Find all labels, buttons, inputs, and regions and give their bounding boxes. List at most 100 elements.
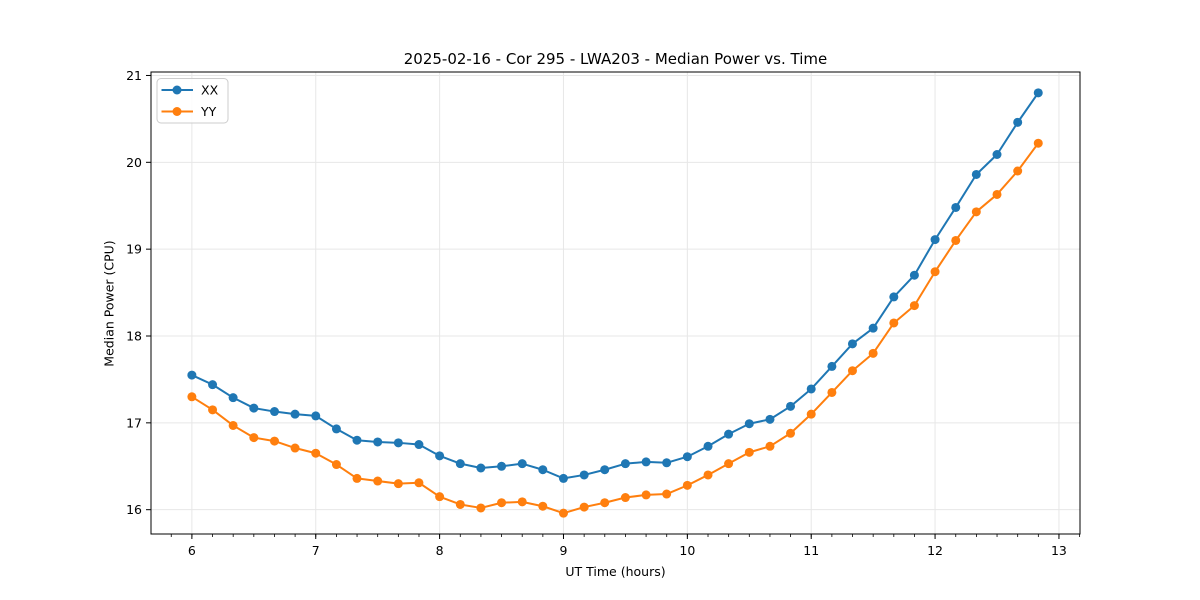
data-point-YY [476, 503, 486, 513]
data-point-XX [765, 414, 775, 424]
data-point-XX [455, 459, 465, 469]
grid [151, 72, 1080, 534]
x-axis: 6 7 8 9 10 11 12 13 [170, 534, 1081, 558]
legend-label: XX [201, 83, 219, 98]
data-point-XX [641, 457, 651, 467]
data-point-YY [992, 189, 1002, 199]
data-point-XX [269, 407, 279, 417]
data-point-YY [682, 480, 692, 490]
data-point-YY [579, 502, 589, 512]
data-point-YY [1033, 138, 1043, 148]
data-point-YY [662, 489, 672, 499]
x-tick-label: 6 [188, 543, 196, 558]
data-point-YY [538, 501, 548, 511]
y-axis-label: Median Power (CPU) [101, 240, 117, 367]
data-point-XX [806, 384, 816, 394]
data-point-XX [579, 470, 589, 480]
y-tick-label: 16 [126, 502, 142, 517]
data-point-XX [538, 465, 548, 475]
data-point-XX [889, 292, 899, 302]
data-point-YY [703, 470, 713, 480]
data-point-XX [827, 361, 837, 371]
data-point-XX [724, 429, 734, 439]
y-tick-label: 17 [126, 415, 142, 430]
data-point-YY [290, 443, 300, 453]
data-point-YY [827, 387, 837, 397]
x-tick-label: 7 [312, 543, 320, 558]
data-point-YY [497, 498, 507, 508]
legend: XX YY [156, 78, 229, 124]
data-point-YY [765, 441, 775, 451]
data-point-XX [1033, 88, 1043, 98]
data-point-YY [724, 459, 734, 469]
x-tick-label: 13 [1051, 543, 1067, 558]
data-point-XX [951, 202, 961, 212]
data-point-XX [662, 458, 672, 468]
data-point-XX [682, 452, 692, 462]
y-tick-label: 18 [126, 329, 142, 344]
series-line-YY [191, 142, 1040, 515]
series-line-XX [191, 92, 1040, 480]
data-point-XX [558, 473, 568, 483]
data-point-XX [311, 411, 321, 421]
series-XX [187, 88, 1043, 483]
data-point-YY [600, 498, 610, 508]
data-point-YY [269, 436, 279, 446]
data-point-YY [806, 409, 816, 419]
x-tick-label: 8 [436, 543, 444, 558]
data-point-YY [208, 405, 218, 415]
data-point-XX [1013, 117, 1023, 127]
data-point-YY [558, 508, 568, 518]
data-point-YY [951, 235, 961, 245]
y-tick-label: 19 [126, 242, 142, 257]
data-point-YY [889, 318, 899, 328]
legend-item-YY: YY [161, 104, 217, 119]
data-point-XX [868, 323, 878, 333]
data-point-YY [352, 473, 362, 483]
y-axis: 16 17 18 19 20 21 [126, 68, 151, 517]
data-point-XX [228, 393, 238, 403]
y-tick-label: 21 [126, 68, 142, 83]
data-point-YY [373, 476, 383, 486]
data-point-YY [930, 267, 940, 277]
data-point-XX [930, 235, 940, 245]
data-point-XX [373, 437, 383, 447]
data-point-XX [331, 424, 341, 434]
data-point-XX [992, 150, 1002, 159]
data-point-YY [187, 392, 197, 402]
data-point-XX [187, 370, 197, 380]
data-point-XX [435, 451, 445, 461]
data-point-YY [641, 490, 651, 500]
data-point-XX [847, 339, 857, 349]
data-point-XX [517, 459, 527, 469]
data-point-XX [703, 441, 713, 451]
x-tick-label: 9 [559, 543, 567, 558]
data-point-YY [393, 479, 403, 489]
data-point-XX [290, 409, 300, 419]
data-point-XX [497, 461, 507, 471]
data-point-YY [249, 433, 259, 443]
x-tick-label: 12 [927, 543, 943, 558]
legend-marker [172, 107, 182, 116]
data-point-XX [909, 270, 919, 280]
data-point-YY [971, 207, 981, 217]
data-point-XX [786, 401, 796, 411]
data-point-YY [228, 420, 238, 430]
data-point-YY [1013, 166, 1023, 176]
legend-label: YY [200, 104, 217, 119]
data-point-XX [393, 438, 403, 448]
data-point-YY [517, 497, 527, 507]
data-point-YY [868, 348, 878, 358]
axes-spines [150, 71, 1081, 535]
data-point-XX [476, 463, 486, 473]
data-point-YY [435, 492, 445, 502]
legend-item-XX: XX [161, 83, 219, 98]
data-point-YY [331, 460, 341, 470]
data-point-XX [414, 440, 424, 450]
data-point-YY [909, 301, 919, 311]
x-axis-label: UT Time (hours) [565, 564, 666, 579]
chart-title: 2025-02-16 - Cor 295 - LWA203 - Median P… [403, 50, 828, 68]
data-point-XX [744, 419, 754, 429]
data-point-YY [744, 447, 754, 457]
